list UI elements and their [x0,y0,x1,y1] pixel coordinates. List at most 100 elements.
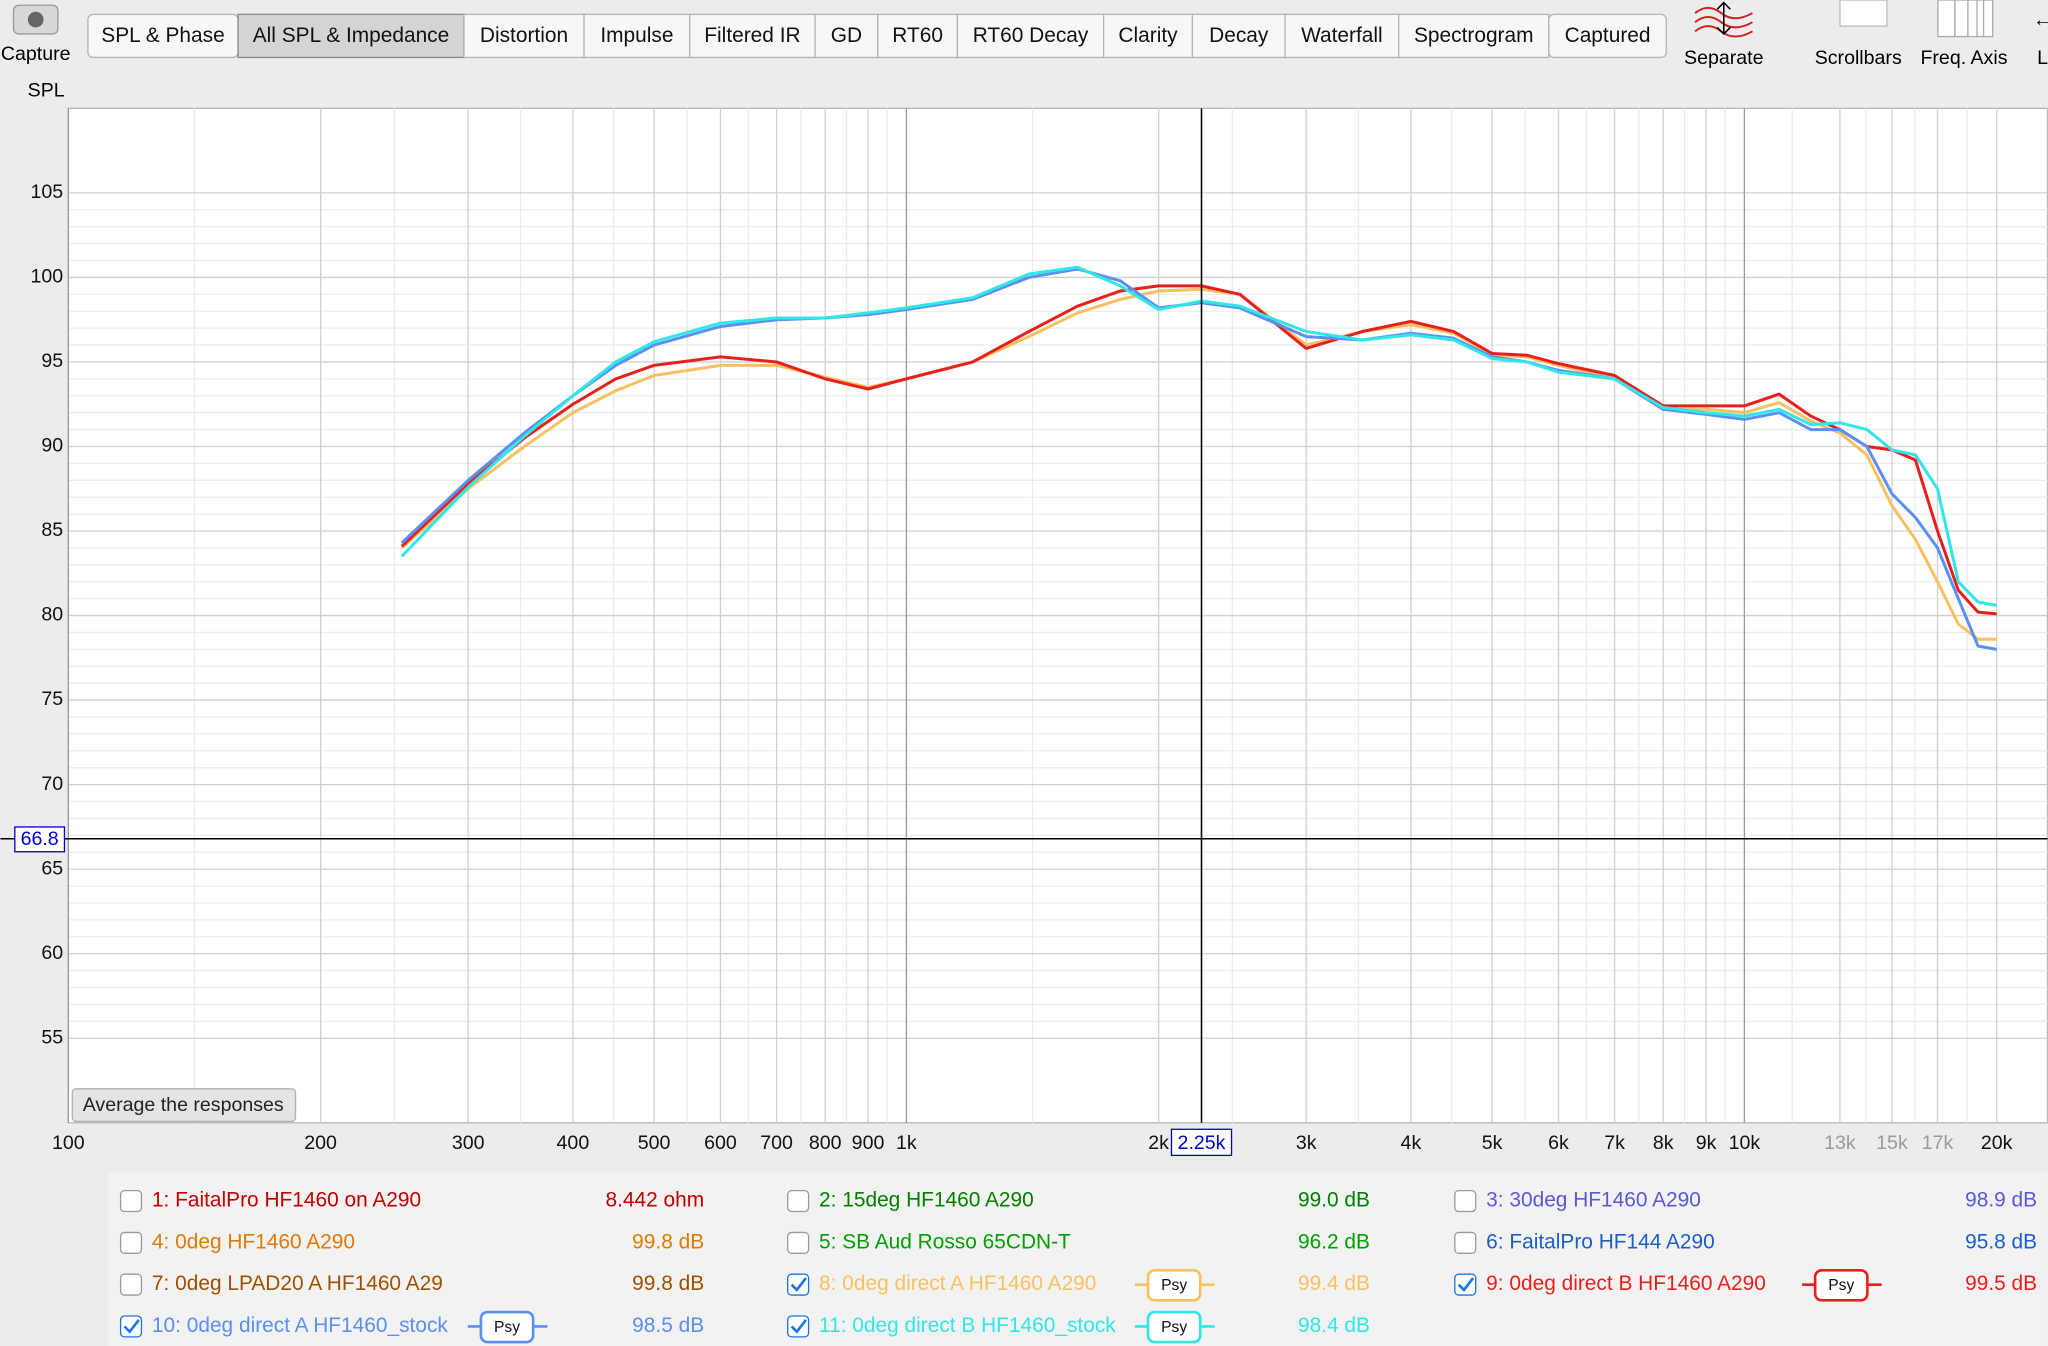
li-arrow: ← [2033,9,2048,31]
capture-icon-lens [27,11,44,28]
tab[interactable] [1284,13,1400,59]
tab-label[interactable]: RT60 [892,24,943,47]
psy-box[interactable] [1813,1268,1869,1302]
tool-label[interactable]: Separate [1684,47,1764,69]
legend-entry[interactable]: 4: 0deg HF1460 A290 99.8 dB [119,1230,705,1254]
tab-label[interactable]: Waterfall [1301,24,1383,47]
legend-label: 5: SB Aud Rosso 65CDN-T [819,1230,1071,1253]
x-tick-label: 900 [852,1132,885,1154]
tab[interactable] [583,13,691,59]
legend-checkbox[interactable] [119,1273,143,1296]
legend-checkbox[interactable] [119,1189,143,1213]
tool-label[interactable]: Freq. Axis [1920,47,2007,69]
tab[interactable] [1398,13,1550,59]
legend-entry[interactable]: 11: 0deg direct B HF1460_stock 98.4 dB Psy [787,1310,1370,1344]
capture-label[interactable]: Capture [1,43,71,65]
psy-box[interactable] [1146,1268,1202,1302]
x-tick-label: 20k [1981,1132,2013,1154]
tab[interactable] [1191,13,1286,59]
tab-label[interactable]: Captured [1565,24,1651,47]
legend-label: 1: FaitalPro HF1460 on A290 [152,1189,421,1212]
tab-label[interactable]: Clarity [1118,24,1178,47]
capture-icon[interactable] [12,4,59,35]
legend-checkbox[interactable] [1454,1189,1477,1213]
legend-checkbox[interactable] [1454,1273,1477,1296]
legend-entry[interactable]: 1: FaitalPro HF1460 on A290 8.442 ohm [119,1189,705,1213]
legend-value: 98.4 dB [1298,1314,1370,1337]
legend-entry[interactable]: 7: 0deg LPAD20 A HF1460 A29 99.8 dB [119,1272,705,1296]
tab[interactable] [463,13,585,59]
average-button-label[interactable]: Average the responses [83,1094,284,1116]
psy-label[interactable]: Psy [1161,1277,1187,1294]
tool-label[interactable]: Scrollbars [1815,47,1902,69]
tab-label[interactable]: SPL & Phase [101,24,224,47]
legend-checkbox[interactable] [119,1231,143,1254]
psy-label[interactable]: Psy [494,1319,520,1336]
x-tick-label: 800 [809,1132,842,1154]
x-tick-label: 400 [557,1132,590,1154]
tab-label[interactable]: All SPL & Impedance [253,24,449,47]
legend-entry[interactable]: 5: SB Aud Rosso 65CDN-T 96.2 dB [787,1230,1370,1254]
legend-label: 3: 30deg HF1460 A290 [1486,1189,1701,1212]
x-tick-label: 13k [1824,1132,1856,1154]
psy-box[interactable] [479,1310,535,1344]
average-button[interactable] [71,1088,297,1123]
legend-checkbox[interactable] [787,1231,810,1254]
legend-entry[interactable]: 2: 15deg HF1460 A290 99.0 dB [787,1189,1370,1213]
legend-checkbox[interactable] [787,1315,810,1338]
x-tick-label: 600 [704,1132,737,1154]
y-tick-label: 105 [30,181,63,203]
x-tick-label: 100 [52,1132,85,1154]
tab[interactable] [1548,13,1667,59]
tab-label[interactable]: Impulse [600,24,673,47]
x-tick-label: 15k [1876,1132,1908,1154]
tab[interactable] [877,13,959,59]
tab-label[interactable]: GD [831,24,862,47]
legend-entry[interactable]: 3: 30deg HF1460 A290 98.9 dB [1454,1189,2037,1213]
separate-icon[interactable] [1694,1,1753,38]
legend-checkbox[interactable] [787,1189,810,1213]
legend-entry[interactable]: 9: 0deg direct B HF1460 A290 99.5 dB Psy [1454,1268,2037,1302]
tab-label[interactable]: Distortion [480,24,568,47]
legend-entry[interactable]: 10: 0deg direct A HF1460_stock 98.5 dB Psy [119,1310,705,1344]
x-tick-label: 4k [1401,1132,1422,1154]
tab[interactable] [237,13,465,59]
legend-label: 9: 0deg direct B HF1460 A290 [1486,1272,1766,1295]
tab-label[interactable]: Spectrogram [1414,24,1534,47]
legend-value: 99.4 dB [1298,1272,1370,1295]
y-tick-label: 60 [41,942,63,964]
freq-axis-icon-lines [1954,0,1985,37]
legend-value: 95.8 dB [1965,1230,2037,1253]
legend-label: 4: 0deg HF1460 A290 [152,1230,355,1253]
tab-label[interactable]: Decay [1209,24,1269,47]
legend-label: 2: 15deg HF1460 A290 [819,1189,1034,1212]
legend-checkbox[interactable] [1454,1231,1477,1254]
psy-box[interactable] [1146,1310,1202,1344]
freq-axis-icon[interactable] [1937,0,1994,38]
tab[interactable] [956,13,1105,59]
legend-checkbox[interactable] [119,1315,143,1338]
scrollbars-icon[interactable] [1839,0,1888,27]
psy-label[interactable]: Psy [1161,1319,1187,1336]
separate-icon-arrows [1716,1,1731,36]
y-tick-label: 85 [41,519,63,541]
legend-entry[interactable]: 8: 0deg direct A HF1460 A290 99.4 dB Psy [787,1268,1370,1302]
psy-label[interactable]: Psy [1828,1277,1854,1294]
x-tick-label: 300 [452,1132,485,1154]
x-tick-label: 700 [760,1132,793,1154]
legend-checkbox[interactable] [787,1273,810,1296]
tab-label[interactable]: Filtered IR [704,24,800,47]
legend-label: 8: 0deg direct A HF1460 A290 [819,1272,1096,1295]
legend-value: 98.5 dB [632,1314,704,1337]
tab[interactable] [689,13,816,59]
y-tick-label: 100 [30,266,63,288]
curves [400,265,1997,651]
tool-label[interactable]: Li [2037,47,2048,69]
tab[interactable] [814,13,879,59]
tab-label[interactable]: RT60 Decay [973,24,1089,47]
legend-label: 7: 0deg LPAD20 A HF1460 A29 [152,1272,443,1295]
x-tick-label: 17k [1922,1132,1954,1154]
y-axis-label: SPL [28,80,65,102]
legend-entry[interactable]: 6: FaitalPro HF144 A290 95.8 dB [1454,1230,2037,1254]
